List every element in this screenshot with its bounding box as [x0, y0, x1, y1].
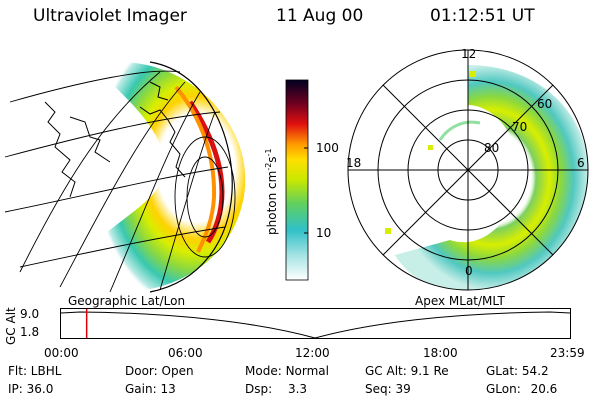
polar-spot-1 — [385, 228, 391, 234]
info-flt: Flt: LBHL — [8, 364, 62, 378]
info-ip: IP: 36.0 — [8, 382, 54, 396]
geographic-image — [4, 61, 246, 293]
colorbar-tick-label-10: 10 — [316, 226, 332, 240]
info-door: Door: Open — [125, 364, 194, 378]
info-dsp: Dsp: 3.3 — [245, 382, 308, 396]
mlat-label-70: 70 — [512, 120, 528, 134]
earth-limb — [149, 61, 233, 293]
right-panel-caption: Apex MLat/MLT — [415, 294, 505, 308]
altitude-ylabel: GC Alt — [4, 307, 18, 345]
colorbar — [285, 79, 309, 281]
altitude-xtick-0600: 06:00 — [168, 346, 203, 360]
time-label: 01:12:51 UT — [430, 6, 535, 26]
polar-aurora-oval — [395, 65, 588, 290]
mlt-label-0: 0 — [465, 264, 473, 278]
info-seq: Seq: 39 — [365, 382, 411, 396]
instrument-title: Ultraviolet Imager — [33, 6, 187, 26]
info-gain: Gain: 13 — [125, 382, 176, 396]
aurora-red-arc — [187, 100, 225, 244]
altitude-xtick-1200: 12:00 — [295, 346, 330, 360]
mlt-label-12: 12 — [461, 47, 477, 61]
colorbar-ramp — [285, 79, 309, 281]
altitude-xtick-1800: 18:00 — [423, 346, 458, 360]
date-label: 11 Aug 00 — [276, 6, 364, 26]
colorbar-tick-label-100: 100 — [316, 141, 339, 155]
polar-spot-2 — [470, 71, 476, 77]
info-glon: GLon: 20.6 — [486, 382, 558, 396]
mlt-label-18: 18 — [346, 156, 362, 170]
info-glat: GLat: 54.2 — [486, 364, 549, 378]
info-gc-alt: GC Alt: 9.1 Re — [365, 364, 449, 378]
geo-grid — [4, 70, 236, 293]
altitude-xtick-2359: 23:59 — [550, 346, 585, 360]
mlat-label-60: 60 — [537, 97, 553, 111]
colorbar-unit-label: photon cm-2s-1 — [264, 148, 279, 235]
polar-grid — [347, 49, 589, 291]
altitude-xtick-0000: 00:00 — [44, 346, 79, 360]
altitude-plot-frame — [60, 308, 571, 339]
coastlines — [44, 81, 186, 198]
aurora-orange-arc — [174, 85, 217, 253]
altitude-curve — [60, 311, 571, 339]
altitude-ytick-low: 1.8 — [20, 325, 40, 339]
mlt-label-6: 6 — [577, 156, 585, 170]
left-panel-caption: Geographic Lat/Lon — [68, 294, 186, 308]
info-mode: Mode: Normal — [245, 364, 329, 378]
polar-plot — [347, 49, 589, 291]
altitude-ytick-high: 9.0 — [20, 307, 40, 321]
altitude-plot — [60, 308, 571, 339]
mlat-label-80: 80 — [484, 141, 500, 155]
polar-spot-3 — [428, 145, 433, 150]
